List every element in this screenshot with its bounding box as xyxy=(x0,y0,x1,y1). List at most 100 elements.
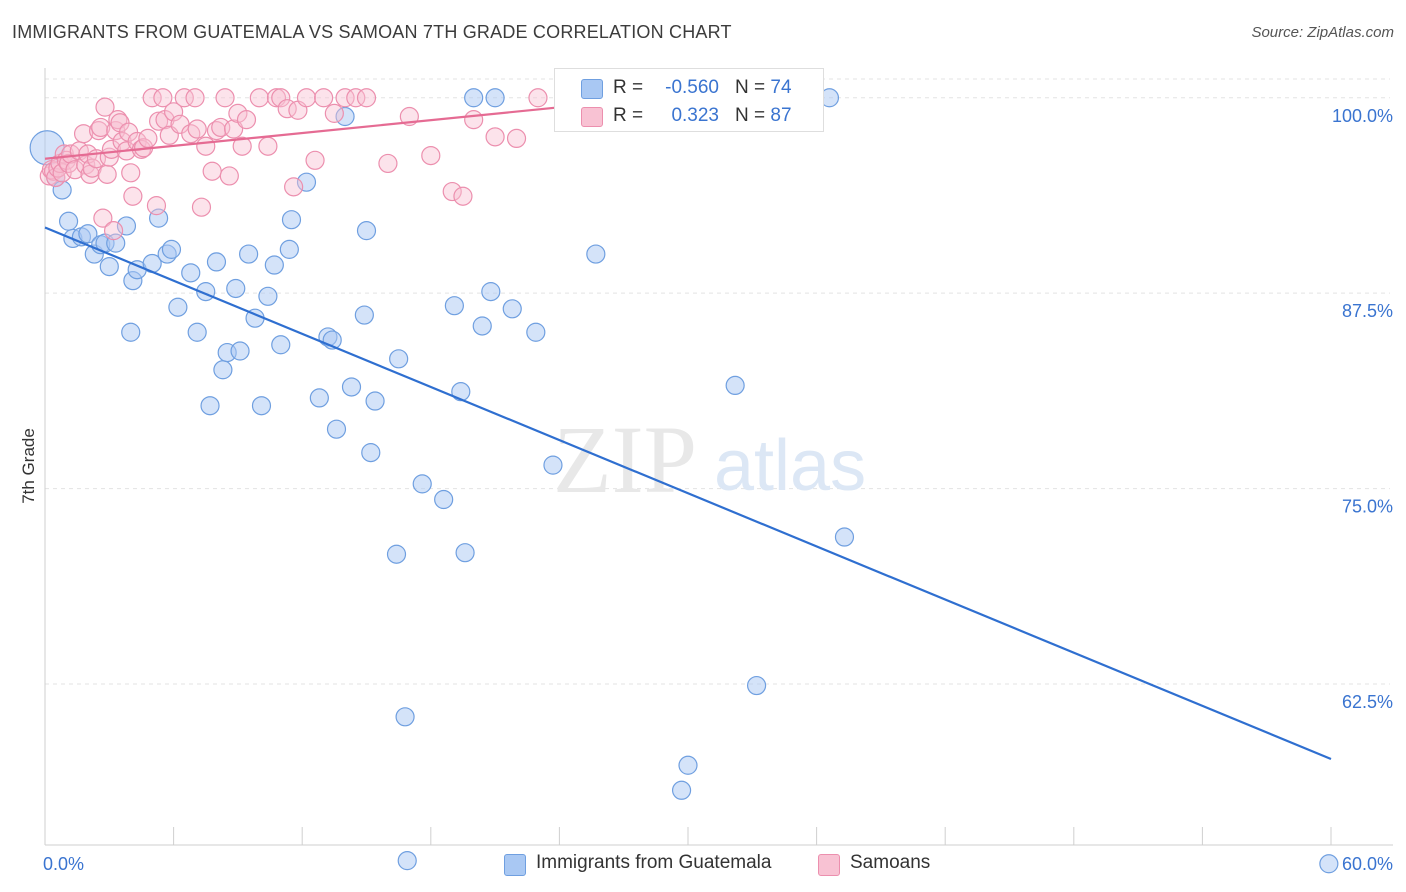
legend-n-label: N = 74 xyxy=(735,77,792,98)
data-point-guatemala xyxy=(395,707,415,727)
data-point-samoans xyxy=(148,111,169,131)
data-point-guatemala xyxy=(213,360,233,380)
data-point-guatemala xyxy=(296,172,317,192)
data-point-guatemala xyxy=(356,221,377,241)
data-point-samoans xyxy=(146,196,167,216)
data-point-guatemala xyxy=(52,180,72,200)
data-point-samoans xyxy=(232,136,252,156)
data-point-samoans xyxy=(138,128,158,149)
data-point-guatemala xyxy=(412,474,432,494)
data-point-guatemala xyxy=(386,544,407,564)
data-point-guatemala xyxy=(455,543,475,563)
data-point-guatemala xyxy=(106,233,126,253)
data-point-samoans xyxy=(249,88,269,108)
data-point-guatemala xyxy=(116,216,137,236)
data-point-samoans xyxy=(485,127,505,147)
legend-n-label: N = 87 xyxy=(735,105,792,126)
data-point-guatemala xyxy=(472,316,492,336)
data-point-samoans xyxy=(101,139,122,159)
data-point-guatemala xyxy=(341,377,362,397)
legend-swatch-samoans xyxy=(818,854,840,876)
data-point-guatemala xyxy=(239,244,259,264)
data-point-samoans xyxy=(528,88,548,108)
legend-r-label: R = xyxy=(613,77,644,98)
legend-swatch-guatemala xyxy=(581,79,603,99)
data-point-samoans xyxy=(224,119,244,139)
trend-lines xyxy=(44,99,1332,761)
data-point-samoans xyxy=(346,88,366,108)
data-point-guatemala xyxy=(206,252,227,272)
data-point-samoans xyxy=(123,186,143,206)
data-point-samoans xyxy=(191,197,212,217)
data-point-samoans xyxy=(142,88,162,108)
data-point-guatemala xyxy=(354,305,374,325)
legend-swatch-samoans xyxy=(581,107,603,127)
data-point-guatemala xyxy=(226,278,246,299)
data-point-samoans xyxy=(324,103,344,123)
data-point-guatemala xyxy=(78,224,98,244)
data-point-guatemala xyxy=(187,322,207,342)
data-point-guatemala xyxy=(181,263,201,283)
y-tick-label: 100.0% xyxy=(1332,106,1393,126)
data-point-guatemala xyxy=(678,755,698,775)
data-point-samoans xyxy=(356,88,377,108)
data-point-samoans xyxy=(296,88,317,108)
data-point-samoans xyxy=(164,102,184,122)
data-point-guatemala xyxy=(365,391,385,411)
source-label: Source: ZipAtlas.com xyxy=(1251,24,1394,41)
trend-line-samoans xyxy=(44,99,624,160)
data-point-guatemala xyxy=(271,335,291,355)
watermark: ZIP atlas xyxy=(553,406,866,513)
data-point-guatemala xyxy=(258,286,278,306)
data-point-guatemala xyxy=(361,443,381,463)
data-point-samoans xyxy=(108,110,128,130)
data-point-guatemala xyxy=(161,239,182,259)
data-point-guatemala xyxy=(834,527,855,547)
data-point-guatemala xyxy=(485,88,505,108)
legend-n-value: 74 xyxy=(770,77,792,98)
data-point-guatemala xyxy=(464,88,484,108)
data-point-guatemala xyxy=(251,396,272,416)
data-point-samoans xyxy=(73,124,94,144)
data-point-samoans xyxy=(95,97,115,117)
legend-swatch-guatemala xyxy=(504,854,526,876)
legend-r-value: -0.560 xyxy=(665,77,719,98)
legend-label-samoans: Samoans xyxy=(850,852,931,873)
data-point-samoans xyxy=(88,120,109,141)
legend-row-samoans: R = 0.323 N = 87 xyxy=(555,101,823,129)
data-point-samoans xyxy=(153,88,173,108)
data-point-samoans xyxy=(236,110,257,130)
data-point-guatemala xyxy=(671,780,692,800)
data-point-guatemala xyxy=(444,296,464,316)
data-point-samoans xyxy=(271,88,291,108)
data-point-samoans xyxy=(453,186,473,206)
data-point-samoans xyxy=(121,163,141,183)
y-tick-label: 62.5% xyxy=(1342,692,1393,712)
stats-legend: R = -0.560 N = 74 R = 0.323 N = 87 xyxy=(554,68,824,132)
watermark-zip: ZIP xyxy=(553,406,697,513)
data-point-guatemala xyxy=(586,244,606,264)
data-point-guatemala xyxy=(526,322,546,342)
data-point-guatemala xyxy=(434,489,454,510)
data-point-samoans xyxy=(219,166,239,186)
x-tick-label: 60.0% xyxy=(1342,854,1393,874)
legend-row-guatemala: R = -0.560 N = 74 xyxy=(555,73,823,101)
data-point-guatemala xyxy=(279,239,299,259)
data-point-samoans xyxy=(258,136,278,156)
data-point-guatemala xyxy=(230,341,250,361)
data-point-samoans xyxy=(314,88,334,108)
data-point-samoans xyxy=(335,88,355,108)
data-point-samoans xyxy=(93,208,113,228)
data-point-samoans xyxy=(185,88,205,108)
y-tick-label: 87.5% xyxy=(1342,301,1393,321)
data-point-guatemala xyxy=(121,322,141,342)
data-point-samoans xyxy=(506,128,527,149)
watermark-atlas: atlas xyxy=(714,426,866,506)
trend-line-guatemala xyxy=(44,226,1332,761)
data-point-guatemala xyxy=(148,208,169,228)
data-point-guatemala xyxy=(746,675,767,696)
data-point-guatemala xyxy=(725,375,745,395)
data-point-samoans xyxy=(442,181,462,202)
data-point-guatemala xyxy=(1319,854,1339,874)
